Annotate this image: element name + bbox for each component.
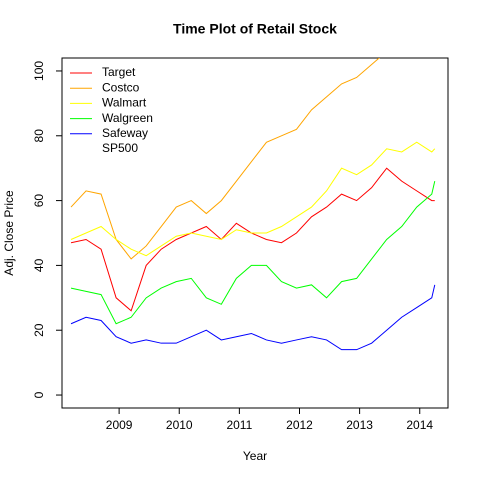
series-line bbox=[70, 141, 436, 257]
plot-area bbox=[70, 58, 436, 351]
chart-title: Time Plot of Retail Stock bbox=[173, 21, 337, 37]
y-tick-label: 20 bbox=[32, 323, 46, 337]
x-tick-label: 2009 bbox=[106, 418, 133, 432]
x-tick-label: 2010 bbox=[166, 418, 193, 432]
legend-label: SP500 bbox=[102, 141, 138, 155]
plot-frame bbox=[61, 57, 449, 409]
x-tick-label: 2013 bbox=[346, 418, 373, 432]
series-line bbox=[70, 58, 380, 260]
x-tick-label: 2014 bbox=[406, 418, 433, 432]
y-tick-label: 80 bbox=[32, 129, 46, 143]
x-tick-label: 2012 bbox=[286, 418, 313, 432]
legend-label: Walgreen bbox=[102, 111, 153, 125]
y-axis-label: Adj. Close Price bbox=[2, 190, 16, 276]
x-tick-label: 2011 bbox=[226, 418, 252, 432]
y-tick-label: 60 bbox=[32, 194, 46, 208]
legend-label: Costco bbox=[102, 80, 140, 94]
y-tick-label: 0 bbox=[32, 391, 46, 398]
series-line bbox=[70, 181, 436, 325]
legend-label: Safeway bbox=[102, 126, 148, 140]
y-tick-label: 40 bbox=[32, 258, 46, 272]
y-tick-label: 100 bbox=[32, 61, 46, 81]
legend-label: Walmart bbox=[102, 96, 147, 110]
series-line bbox=[70, 167, 435, 312]
legend-label: Target bbox=[102, 65, 136, 79]
x-axis-label: Year bbox=[243, 449, 267, 463]
series-line bbox=[70, 284, 436, 351]
